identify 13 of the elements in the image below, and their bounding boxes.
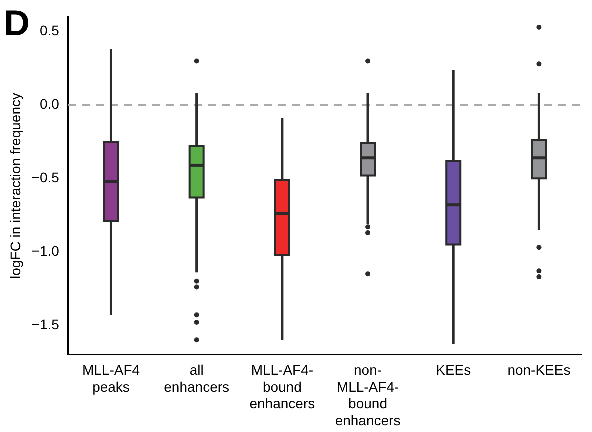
x-tick-label: MLL-AF4 peaks: [82, 362, 140, 395]
y-tick-label: 0.0: [40, 96, 60, 112]
y-tick-label: 0.5: [40, 22, 60, 39]
x-tick-label: KEEs: [436, 362, 472, 378]
y-tick-label: −1.0: [32, 242, 60, 259]
y-tick-label: −1.5: [32, 316, 60, 332]
y-axis-title: logFC in interaction frequency: [7, 93, 24, 279]
chart-title: D: [4, 2, 30, 44]
x-tick-label: non- MLL-AF4- bound enhancers: [335, 362, 401, 428]
y-tick-label: −0.5: [32, 170, 60, 186]
x-tick-label: MLL-AF4- bound enhancers: [250, 362, 316, 412]
x-tick-label: non-KEEs: [508, 362, 571, 378]
x-tick-label: all enhancers: [164, 362, 230, 395]
